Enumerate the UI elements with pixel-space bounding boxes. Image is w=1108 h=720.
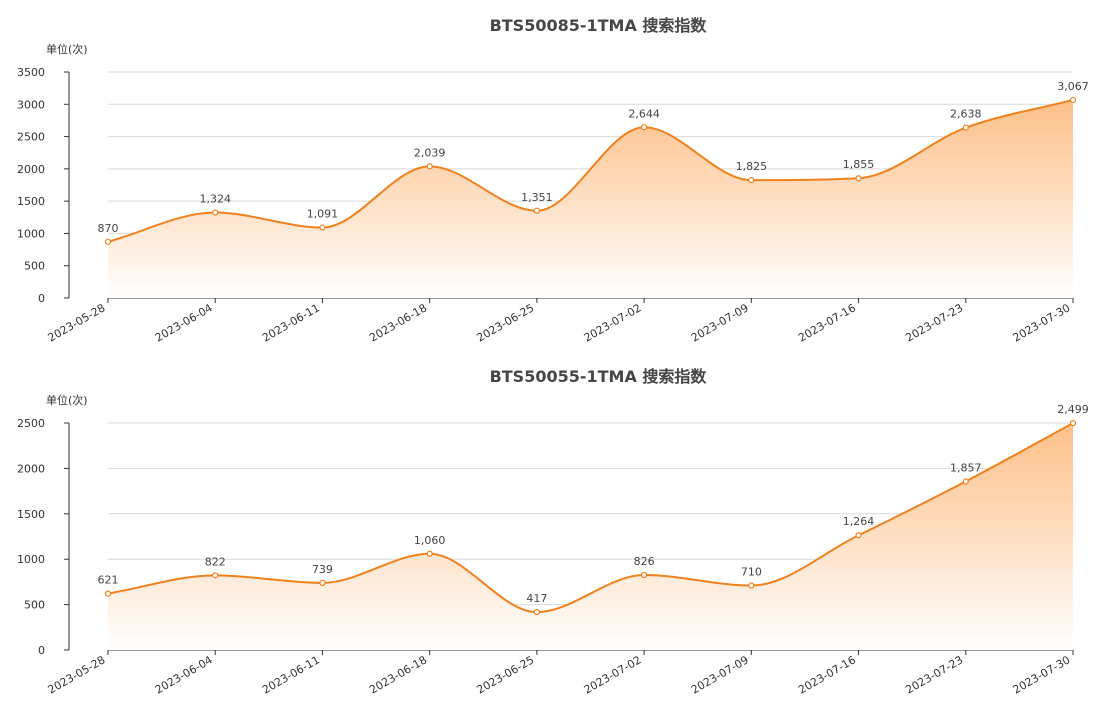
data-label: 739 — [312, 563, 333, 576]
data-point[interactable] — [212, 209, 219, 216]
data-label: 1,324 — [199, 193, 231, 206]
data-label: 1,091 — [307, 208, 339, 221]
data-point[interactable] — [855, 532, 862, 539]
x-tick-label: 2023-05-28 — [46, 301, 108, 344]
x-tick-label: 2023-07-30 — [1011, 301, 1073, 344]
data-point[interactable] — [426, 163, 433, 170]
y-tick-label: 0 — [38, 292, 45, 305]
series-area — [108, 99, 1073, 298]
data-point[interactable] — [533, 609, 540, 616]
y-tick-label: 2500 — [17, 417, 45, 430]
y-tick-label: 500 — [24, 599, 45, 612]
y-tick-label: 3500 — [17, 66, 45, 79]
y-tick-label: 2000 — [17, 462, 45, 475]
x-tick-label: 2023-07-23 — [903, 301, 965, 344]
series-area — [108, 423, 1073, 650]
data-label: 2,499 — [1057, 403, 1089, 416]
y-unit-label: 单位(次) — [46, 42, 88, 56]
data-label: 3,067 — [1057, 80, 1089, 93]
data-label: 1,857 — [950, 461, 982, 474]
data-label: 417 — [526, 592, 547, 605]
data-point[interactable] — [1069, 419, 1077, 427]
data-label: 621 — [98, 574, 119, 587]
data-point[interactable] — [212, 572, 219, 579]
y-tick-label: 500 — [24, 260, 45, 273]
data-point[interactable] — [748, 582, 755, 589]
y-tick-label: 3000 — [17, 98, 45, 111]
y-tick-label: 1000 — [17, 553, 45, 566]
x-tick-label: 2023-07-09 — [689, 653, 751, 696]
data-label: 826 — [634, 555, 655, 568]
y-unit-label: 单位(次) — [46, 393, 88, 407]
data-label: 870 — [98, 222, 119, 235]
x-tick-label: 2023-05-28 — [46, 653, 108, 696]
data-point[interactable] — [962, 478, 969, 485]
data-label: 822 — [205, 555, 226, 568]
data-point[interactable] — [962, 124, 969, 131]
x-tick-label: 2023-07-02 — [582, 301, 644, 344]
data-point[interactable] — [641, 124, 648, 131]
chart-title: BTS50055-1TMA 搜索指数 — [490, 367, 708, 386]
x-tick-label: 2023-06-18 — [367, 301, 429, 344]
data-label: 1,060 — [414, 534, 446, 547]
data-label: 1,825 — [736, 160, 768, 173]
y-tick-label: 1500 — [17, 508, 45, 521]
data-point[interactable] — [319, 224, 326, 231]
y-tick-label: 2000 — [17, 163, 45, 176]
x-tick-label: 2023-07-30 — [1011, 653, 1073, 696]
x-tick-label: 2023-07-16 — [796, 301, 858, 344]
data-label: 1,855 — [843, 158, 875, 171]
x-tick-label: 2023-06-11 — [260, 653, 322, 696]
data-label: 2,039 — [414, 146, 446, 159]
data-point[interactable] — [319, 579, 326, 586]
x-tick-label: 2023-06-18 — [367, 653, 429, 696]
x-tick-label: 2023-06-25 — [475, 301, 537, 344]
data-point[interactable] — [641, 571, 648, 579]
y-tick-label: 2500 — [17, 131, 45, 144]
x-tick-label: 2023-07-23 — [903, 653, 965, 696]
data-point[interactable] — [1069, 96, 1077, 104]
x-tick-label: 2023-06-25 — [475, 653, 537, 696]
x-tick-label: 2023-06-04 — [153, 301, 215, 344]
data-point[interactable] — [748, 177, 755, 184]
series-line — [107, 98, 1074, 243]
data-label: 710 — [741, 566, 762, 579]
x-tick-label: 2023-07-02 — [582, 653, 644, 696]
data-point[interactable] — [533, 207, 540, 214]
data-point[interactable] — [855, 175, 862, 182]
data-label: 2,638 — [950, 108, 982, 121]
x-tick-label: 2023-06-11 — [260, 301, 322, 344]
data-label: 2,644 — [628, 107, 660, 120]
x-tick-label: 2023-07-16 — [796, 653, 858, 696]
x-tick-label: 2023-07-09 — [689, 301, 751, 344]
chart-title: BTS50085-1TMA 搜索指数 — [490, 16, 708, 35]
y-tick-label: 1500 — [17, 195, 45, 208]
data-label: 1,351 — [521, 191, 553, 204]
x-tick-label: 2023-06-04 — [153, 653, 215, 696]
y-tick-label: 0 — [38, 644, 45, 657]
data-label: 1,264 — [843, 515, 875, 528]
data-point[interactable] — [104, 238, 112, 245]
data-point[interactable] — [426, 550, 433, 557]
data-point[interactable] — [104, 590, 112, 597]
y-tick-label: 1000 — [17, 227, 45, 240]
series-line — [107, 422, 1074, 614]
